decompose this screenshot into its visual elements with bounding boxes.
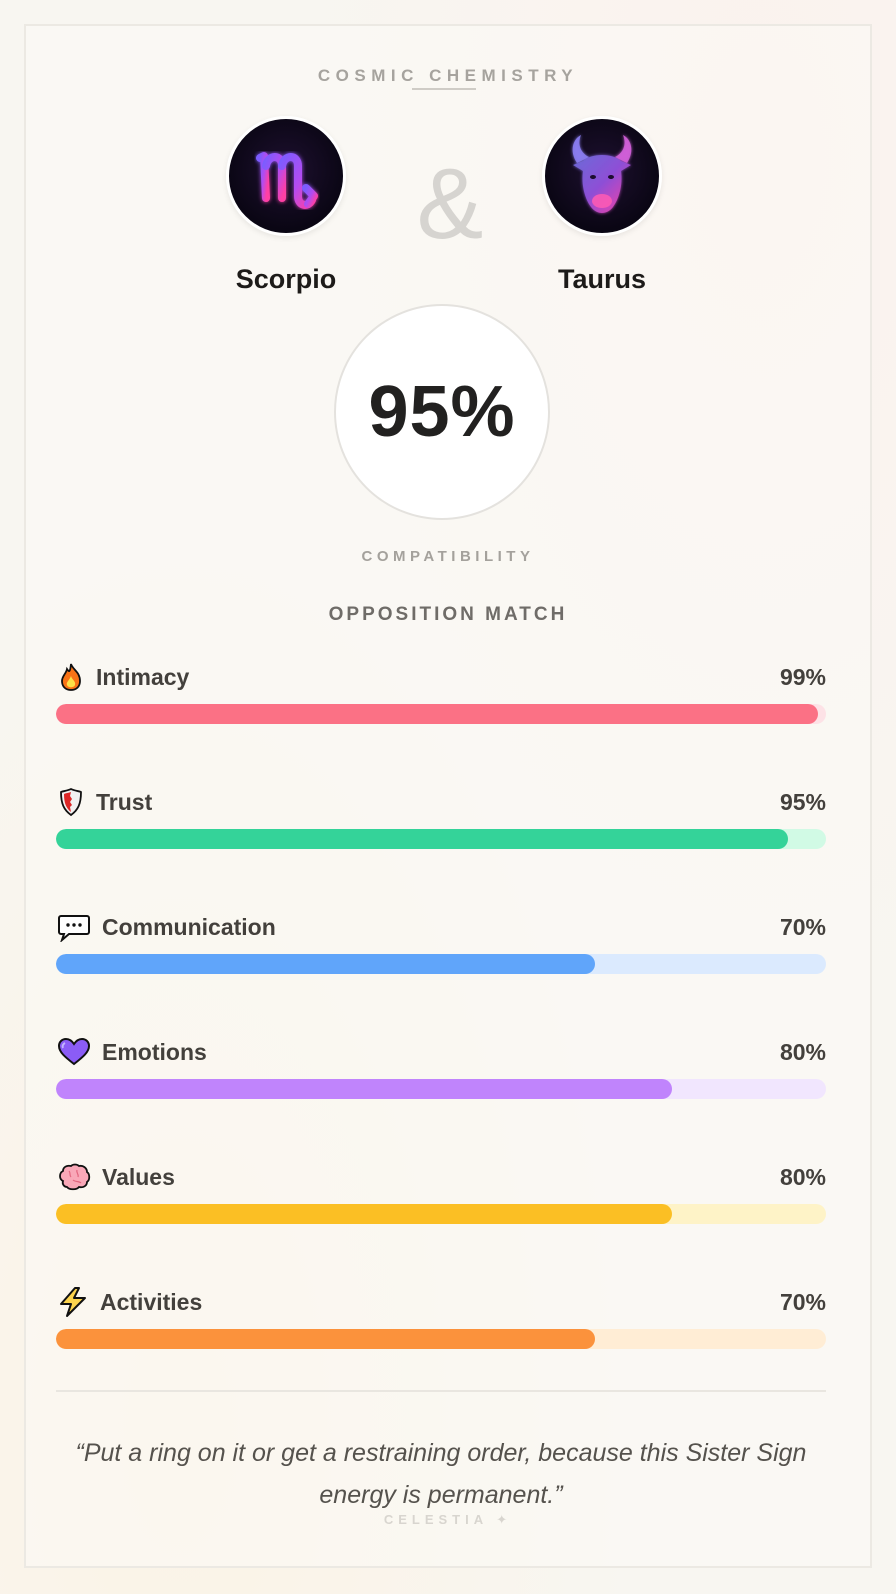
match-type: OPPOSITION MATCH — [328, 604, 568, 625]
metric-values: Values 80% — [56, 1162, 828, 1287]
fire-icon — [56, 662, 86, 692]
metric-label: Values — [102, 1163, 175, 1190]
metric-emotions: Emotions 80% — [56, 1037, 828, 1162]
speech-bubble-icon — [56, 912, 92, 942]
metric-trust: Trust 95% — [56, 787, 828, 912]
compatibility-score: 95% — [368, 372, 516, 452]
metric-value: 70% — [779, 1288, 826, 1315]
sign-name-left: Scorpio — [235, 264, 337, 294]
progress-track — [56, 829, 826, 849]
metric-value: 80% — [779, 1038, 826, 1065]
card-title: COSMIC CHEMISTRY — [317, 66, 579, 85]
progress-fill — [56, 1079, 672, 1099]
progress-fill — [56, 1329, 595, 1349]
metric-value: 80% — [779, 1163, 826, 1190]
progress-fill — [56, 829, 788, 849]
ampersand-connector: & — [416, 148, 484, 260]
purple-heart-icon — [56, 1037, 92, 1067]
metric-intimacy: Intimacy 99% — [56, 662, 828, 787]
metric-label: Activities — [100, 1288, 203, 1315]
lightning-icon — [56, 1287, 90, 1317]
divider — [56, 1390, 826, 1392]
sign-name-right: Taurus — [557, 264, 646, 294]
progress-track — [56, 1204, 826, 1224]
metric-communication: Communication 70% — [56, 912, 828, 1037]
metric-label: Trust — [96, 788, 153, 815]
metric-label: Emotions — [102, 1038, 207, 1065]
metric-activities: Activities 70% — [56, 1287, 828, 1412]
sign-scorpio: Scorpio — [166, 116, 406, 295]
sign-taurus: Taurus — [482, 116, 722, 295]
shield-icon — [56, 787, 86, 817]
progress-track — [56, 1079, 826, 1099]
metric-label: Communication — [102, 913, 276, 940]
compatibility-score-circle: 95% — [334, 304, 550, 520]
metrics-list: Intimacy 99% Trust 95% — [56, 662, 828, 1412]
compatibility-quote: “Put a ring on it or get a restraining o… — [75, 1439, 807, 1509]
taurus-bull-icon — [542, 116, 662, 236]
progress-fill — [56, 954, 595, 974]
compatibility-card: COSMIC CHEMISTRY — [24, 24, 872, 1568]
progress-track — [56, 704, 826, 724]
metric-value: 95% — [779, 788, 826, 815]
brand-watermark: CELESTIA ✦ — [383, 1512, 513, 1527]
compatibility-label: COMPATIBILITY — [361, 548, 535, 565]
progress-track — [56, 1329, 826, 1349]
metric-label: Intimacy — [96, 663, 190, 690]
progress-track — [56, 954, 826, 974]
title-underline — [412, 88, 476, 90]
metric-value: 70% — [779, 913, 826, 940]
brain-icon — [56, 1162, 92, 1192]
progress-fill — [56, 1204, 672, 1224]
progress-fill — [56, 704, 819, 724]
metric-value: 99% — [779, 663, 826, 690]
scorpio-glyph-icon — [226, 116, 346, 236]
